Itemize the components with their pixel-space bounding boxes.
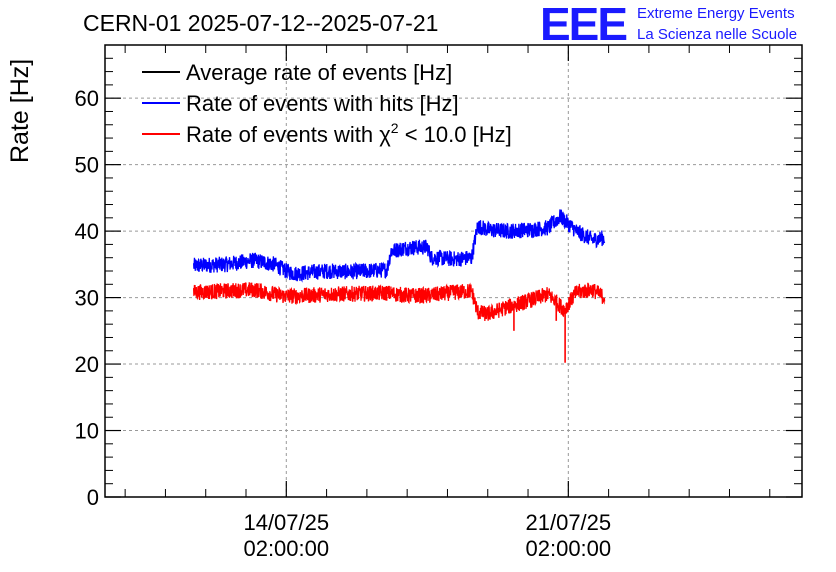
x-tick-label-date: 21/07/25 bbox=[526, 510, 612, 535]
y-tick-label: 20 bbox=[75, 352, 99, 377]
eee-logo: EEE Extreme Energy Events La Scienza nel… bbox=[540, 0, 797, 50]
legend-chi2-post: < 10.0 [Hz] bbox=[399, 122, 512, 147]
eee-logo-line1: Extreme Energy Events bbox=[637, 5, 795, 22]
y-tick-label: 0 bbox=[87, 485, 99, 510]
eee-logo-mark: EEE bbox=[540, 0, 626, 50]
y-tick-label: 40 bbox=[75, 219, 99, 244]
legend: Average rate of events [Hz] Rate of even… bbox=[142, 60, 512, 147]
y-tick-label: 50 bbox=[75, 153, 99, 178]
axis-ticks: 010203040506014/07/2502:00:0021/07/2502:… bbox=[75, 44, 802, 561]
y-axis-label: Rate [Hz] bbox=[6, 59, 34, 163]
x-tick-label-date: 14/07/25 bbox=[243, 510, 329, 535]
chart-title: CERN-01 2025-07-12--2025-07-21 bbox=[83, 10, 438, 36]
series-layer bbox=[192, 209, 606, 363]
grid-lines bbox=[105, 45, 802, 498]
legend-label-chi2: Rate of events with χ2 < 10.0 [Hz] bbox=[186, 120, 512, 147]
series-line-0 bbox=[192, 209, 606, 283]
series-line-1 bbox=[192, 282, 606, 322]
eee-logo-line2: La Scienza nelle Scuole bbox=[637, 26, 797, 43]
legend-label-average: Average rate of events [Hz] bbox=[186, 60, 452, 85]
y-tick-label: 10 bbox=[75, 419, 99, 444]
y-tick-label: 30 bbox=[75, 286, 99, 311]
legend-chi2-sup: 2 bbox=[391, 120, 399, 136]
legend-label-hits: Rate of events with hits [Hz] bbox=[186, 91, 459, 116]
legend-chi2-symbol: χ bbox=[379, 122, 391, 147]
x-tick-label-time: 02:00:00 bbox=[526, 536, 612, 561]
y-tick-label: 60 bbox=[75, 86, 99, 111]
x-tick-label-time: 02:00:00 bbox=[243, 536, 329, 561]
legend-chi2-pre: Rate of events with bbox=[186, 122, 379, 147]
